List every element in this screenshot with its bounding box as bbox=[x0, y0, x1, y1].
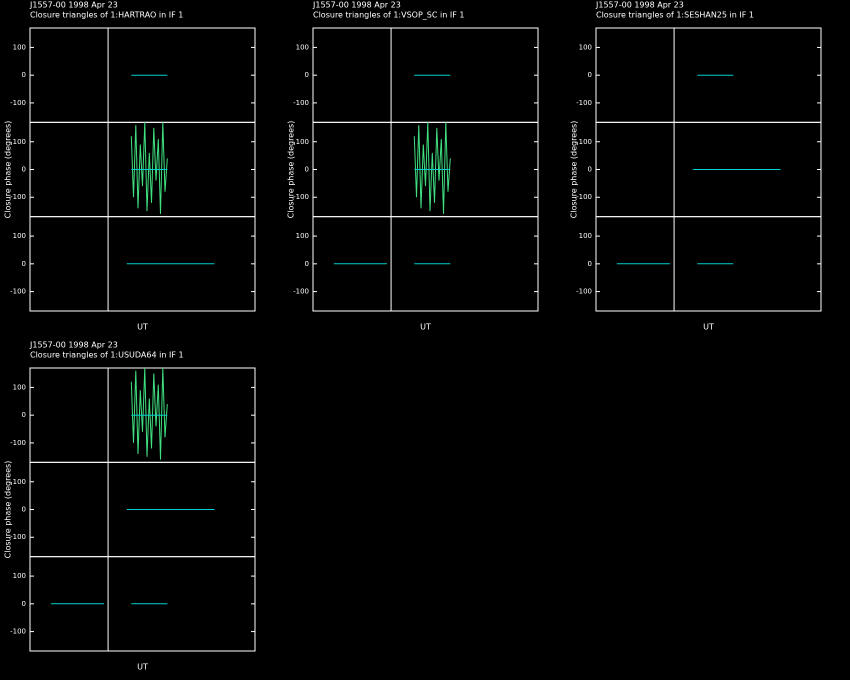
y-tick-label: -100 bbox=[10, 193, 26, 201]
chart-subtitle: Closure triangles of 1:HARTRAO in IF 1 bbox=[30, 11, 183, 20]
y-axis-label: Closure phase (degrees) bbox=[4, 461, 13, 559]
y-tick-label: 0 bbox=[22, 166, 26, 174]
y-tick-label: 100 bbox=[296, 232, 309, 240]
x-axis-label: UT bbox=[420, 323, 431, 332]
chart-title: J1557-00 1998 Apr 23 bbox=[29, 1, 118, 10]
x-axis-label: UT bbox=[137, 323, 148, 332]
chart-title: J1557-00 1998 Apr 23 bbox=[312, 1, 401, 10]
y-tick-label: 0 bbox=[22, 71, 26, 79]
y-tick-label: 100 bbox=[13, 43, 26, 51]
y-tick-label: 100 bbox=[13, 383, 26, 391]
y-tick-label: 100 bbox=[579, 232, 592, 240]
chart-subtitle: Closure triangles of 1:USUDA64 in IF 1 bbox=[30, 351, 184, 360]
y-tick-label: 100 bbox=[296, 43, 309, 51]
y-tick-label: 0 bbox=[22, 411, 26, 419]
y-tick-label: -100 bbox=[10, 628, 26, 636]
y-tick-label: -100 bbox=[10, 99, 26, 107]
y-tick-label: 0 bbox=[305, 71, 309, 79]
chart-title: J1557-00 1998 Apr 23 bbox=[29, 341, 118, 350]
y-tick-label: 100 bbox=[13, 232, 26, 240]
x-axis-label: UT bbox=[703, 323, 714, 332]
y-tick-label: 0 bbox=[22, 260, 26, 268]
y-tick-label: 100 bbox=[13, 138, 26, 146]
data-line bbox=[130, 122, 168, 214]
y-tick-label: 0 bbox=[22, 600, 26, 608]
y-tick-label: 0 bbox=[22, 506, 26, 514]
chart-subtitle: Closure triangles of 1:SESHAN25 in IF 1 bbox=[596, 11, 754, 20]
y-tick-label: -100 bbox=[293, 99, 309, 107]
y-tick-label: 0 bbox=[588, 166, 592, 174]
y-tick-label: 0 bbox=[305, 260, 309, 268]
y-axis-label: Closure phase (degrees) bbox=[570, 121, 579, 219]
y-tick-label: -100 bbox=[576, 193, 592, 201]
y-tick-label: 0 bbox=[588, 260, 592, 268]
chart-title: J1557-00 1998 Apr 23 bbox=[595, 1, 684, 10]
y-tick-label: -100 bbox=[293, 288, 309, 296]
y-tick-label: -100 bbox=[293, 193, 309, 201]
data-line bbox=[130, 367, 168, 460]
y-tick-label: -100 bbox=[10, 533, 26, 541]
y-tick-label: -100 bbox=[576, 99, 592, 107]
data-line bbox=[413, 122, 451, 214]
y-tick-label: 100 bbox=[13, 572, 26, 580]
y-tick-label: 0 bbox=[305, 166, 309, 174]
y-tick-label: 100 bbox=[579, 43, 592, 51]
y-axis-label: Closure phase (degrees) bbox=[287, 121, 296, 219]
y-tick-label: -100 bbox=[576, 288, 592, 296]
y-tick-label: -100 bbox=[10, 288, 26, 296]
y-tick-label: 100 bbox=[296, 138, 309, 146]
y-tick-label: 100 bbox=[13, 478, 26, 486]
y-tick-label: 100 bbox=[579, 138, 592, 146]
chart-subtitle: Closure triangles of 1:VSOP_SC in IF 1 bbox=[313, 11, 464, 20]
y-tick-label: -100 bbox=[10, 439, 26, 447]
x-axis-label: UT bbox=[137, 663, 148, 672]
y-tick-label: 0 bbox=[588, 71, 592, 79]
y-axis-label: Closure phase (degrees) bbox=[4, 121, 13, 219]
